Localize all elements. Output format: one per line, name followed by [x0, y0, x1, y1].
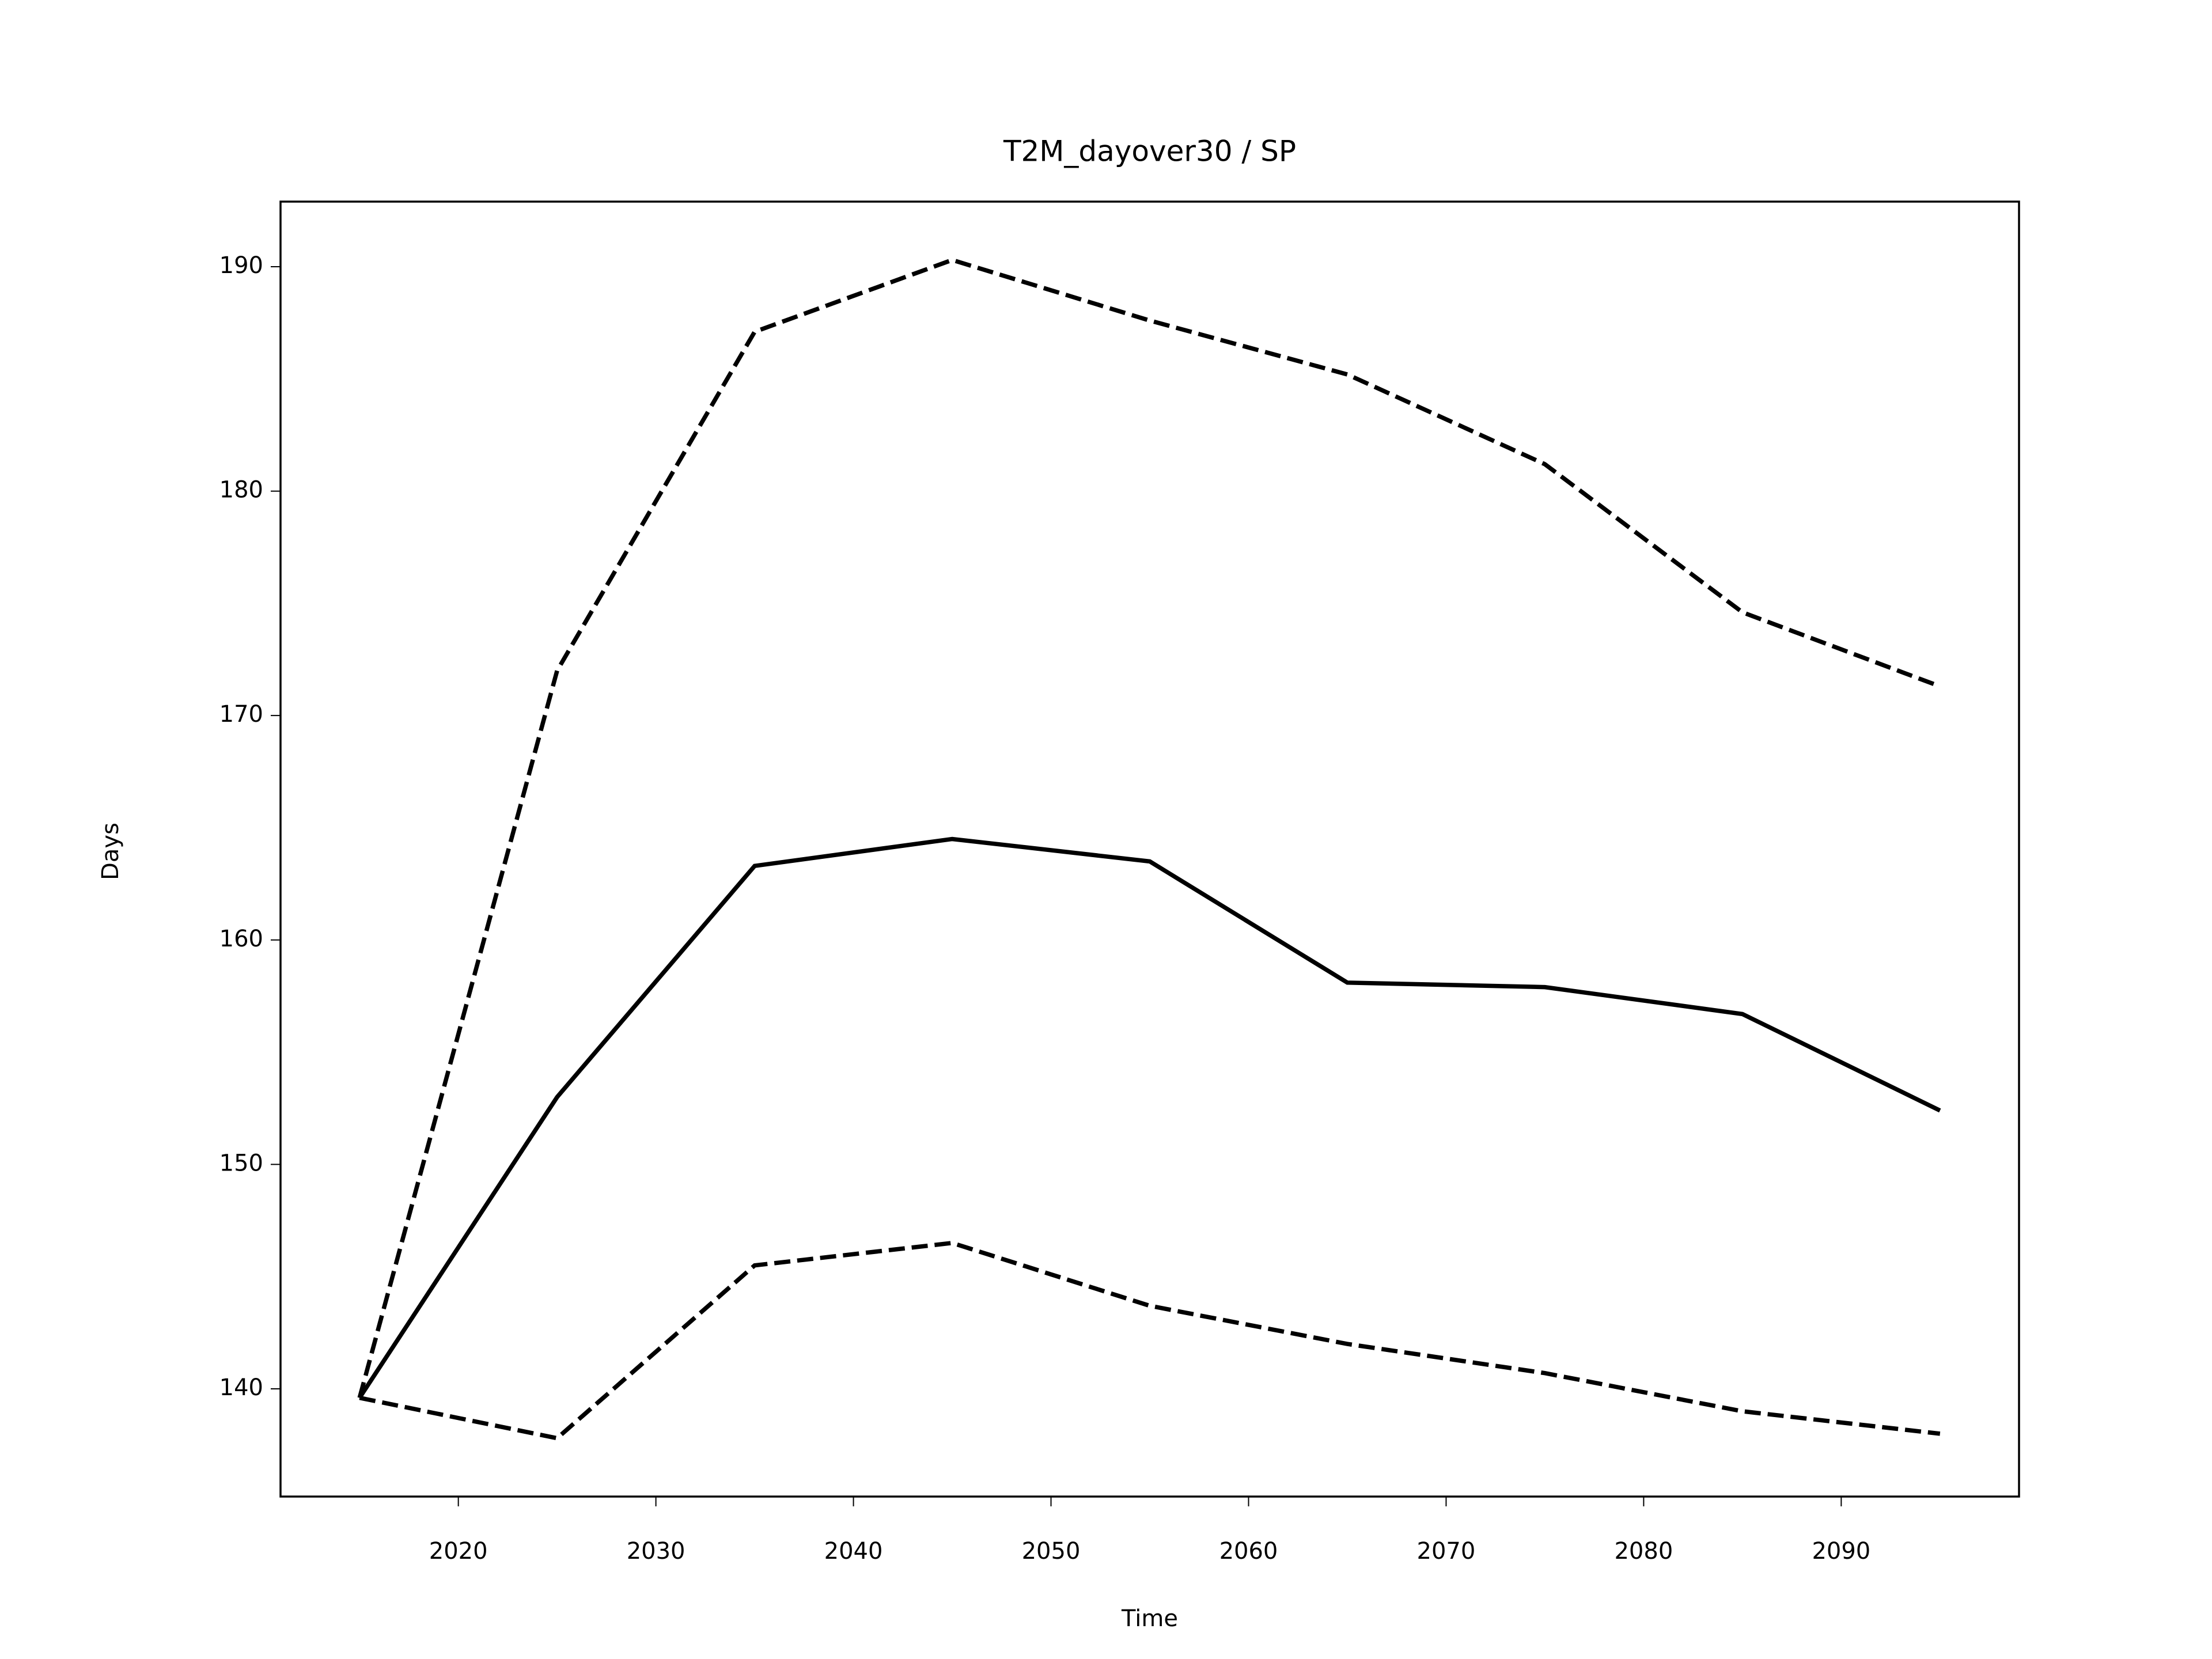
x-tick-label: 2030 [627, 1538, 685, 1565]
y-tick-label: 150 [219, 1150, 263, 1176]
x-axis-label: Time [1121, 1605, 1178, 1632]
y-tick-label: 140 [219, 1374, 263, 1401]
plot-frame [279, 200, 2020, 1498]
line-series [357, 257, 1941, 1399]
chart-title: T2M_dayover30 / SP [1003, 135, 1296, 168]
x-tick-label: 2020 [429, 1538, 488, 1565]
x-tick-label: 2060 [1219, 1538, 1278, 1565]
y-axis-label: Days [97, 823, 124, 880]
x-tick-label: 2040 [824, 1538, 883, 1565]
y-tick-label: 160 [219, 926, 263, 952]
line-series [358, 836, 1941, 1399]
x-tick-label: 2070 [1417, 1538, 1476, 1565]
x-tick-label: 2050 [1022, 1538, 1081, 1565]
y-tick-label: 170 [219, 701, 263, 728]
x-tick-label: 2080 [1614, 1538, 1673, 1565]
x-tick-label: 2090 [1812, 1538, 1870, 1565]
y-tick-label: 190 [219, 252, 263, 279]
y-tick-label: 180 [219, 477, 263, 503]
line-series [359, 1240, 1941, 1441]
